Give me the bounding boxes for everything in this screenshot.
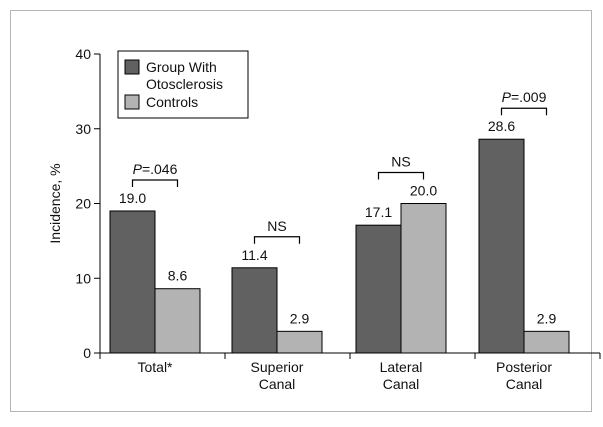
significance-bracket (500, 107, 548, 116)
data-label: 17.1 (365, 204, 392, 220)
y-tick-label: 0 (83, 345, 91, 361)
bar-otosclerosis (109, 210, 156, 354)
significance-bracket (131, 179, 179, 187)
legend-label: Group With (146, 59, 217, 75)
p-value: =.009 (511, 89, 547, 105)
p-symbol: P (502, 89, 512, 105)
bar-controls (523, 330, 570, 354)
legend-swatch (124, 59, 140, 75)
significance-bracket (377, 171, 425, 180)
x-tick-label: Canal (383, 376, 420, 392)
data-label: 28.6 (488, 118, 515, 134)
p-symbol: P (133, 161, 143, 177)
significance-label: NS (267, 218, 286, 234)
x-tick-label: Canal (506, 376, 543, 392)
bar-controls (276, 330, 323, 354)
bar-otosclerosis (478, 138, 525, 354)
significance-bracket (253, 236, 301, 244)
data-label: 11.4 (241, 247, 267, 263)
data-label: 2.9 (290, 310, 310, 326)
bar-controls (154, 288, 201, 354)
data-label: 8.6 (168, 268, 188, 284)
significance-label: NS (391, 154, 410, 170)
x-tick-label: Lateral (380, 359, 423, 375)
y-tick-label: 30 (75, 121, 91, 137)
y-tick-label: 40 (75, 46, 91, 62)
y-axis-label: Incidence, % (47, 163, 63, 243)
x-tick-label: Total* (137, 359, 173, 375)
data-label: 19.0 (119, 190, 146, 206)
legend-label: Otosclerosis (146, 76, 223, 92)
data-label: 2.9 (537, 310, 557, 326)
y-tick-label: 20 (75, 196, 91, 212)
data-label: 20.0 (410, 183, 437, 199)
significance-label: P=.009 (502, 89, 547, 105)
y-tick-label: 10 (75, 270, 91, 286)
figure-frame (10, 10, 592, 412)
bar-controls (400, 203, 447, 354)
legend-swatch (124, 94, 140, 110)
legend-box (117, 50, 249, 119)
bar-otosclerosis (231, 267, 278, 354)
significance-label: P=.046 (133, 161, 178, 177)
legend-label: Controls (146, 94, 198, 110)
x-tick-label: Posterior (496, 359, 552, 375)
bar-otosclerosis (355, 224, 402, 354)
x-tick-label: Superior (251, 359, 304, 375)
x-tick-label: Canal (259, 376, 296, 392)
p-value: =.046 (142, 161, 178, 177)
